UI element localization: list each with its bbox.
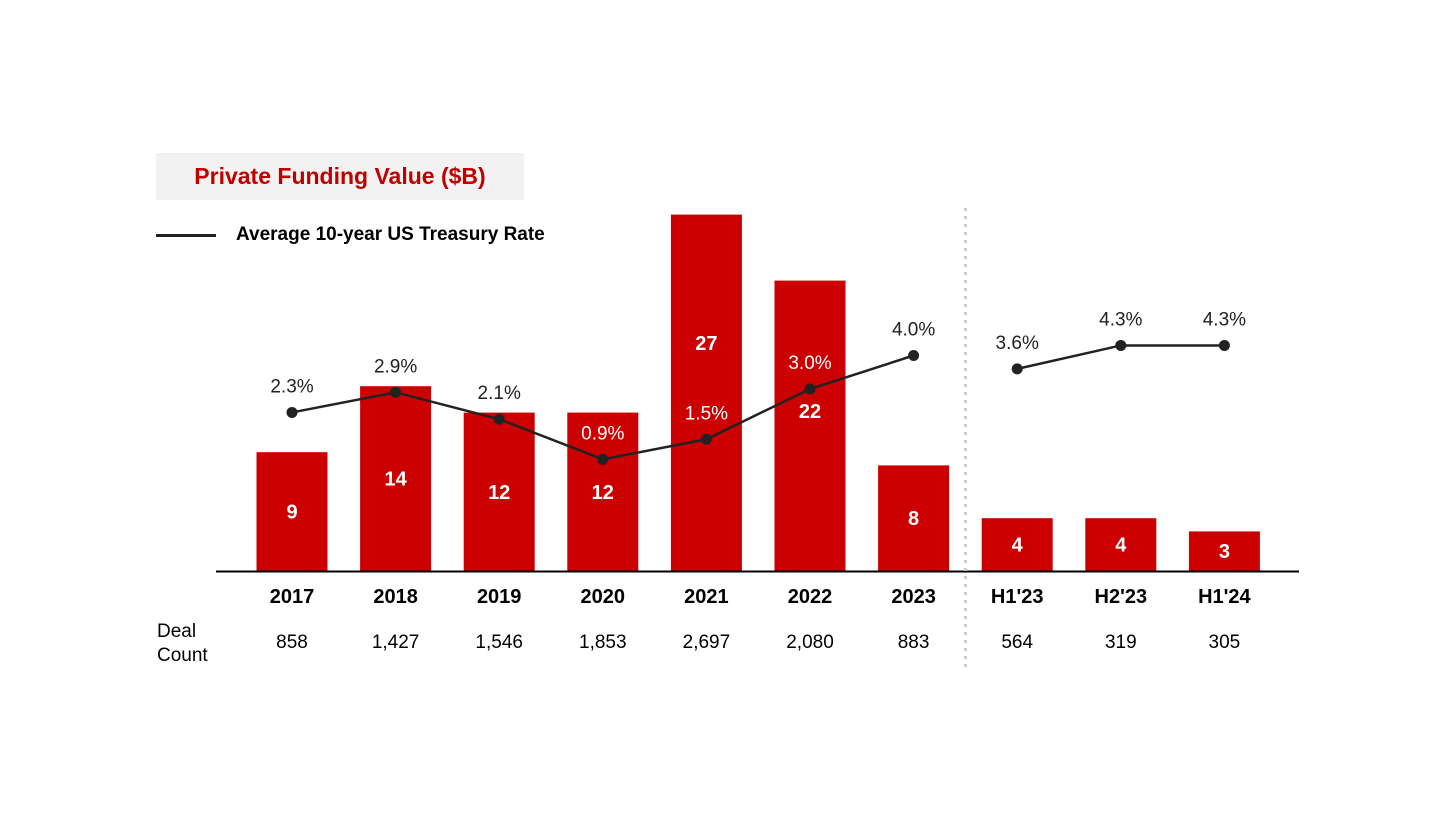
bar-2019 [463,412,535,571]
x-tick-label: 2020 [581,586,626,608]
bar-value-label: 14 [384,469,407,491]
deal-count-value: 2,697 [683,632,731,653]
x-tick-label: H2'23 [1095,586,1148,608]
deal-count-value: 305 [1209,632,1241,653]
legend-line-swatch [156,233,216,237]
bar-2017 [256,452,328,571]
deal-count-label: Deal Count [157,620,208,668]
x-tick-label: 2021 [684,586,729,608]
deal-count-value: 883 [898,632,930,653]
rate-label: 0.9% [581,423,624,444]
rate-point [286,406,298,418]
deal-count-value: 1,853 [579,632,627,653]
bar-2020 [567,412,639,571]
rate-point [1115,339,1127,351]
chart-title: Private Funding Value ($B) [194,163,486,189]
rate-label: 4.3% [1099,309,1142,330]
x-tick-label: H1'23 [991,586,1044,608]
deal-count-label-line2: Count [157,645,208,666]
x-tick-label: 2018 [373,586,418,608]
deal-count-label-line1: Deal [157,621,197,642]
x-tick-label: 2017 [270,586,315,608]
x-tick-label: 2022 [788,586,833,608]
bar-H2'23 [1085,518,1157,571]
labels-group: 9 14 12 12 27 22 8 4 4 3 2.3% 2.9% 2.1% 0.9% 1.5% 3.0% 4… [270,309,1246,563]
rate-label: 4.3% [1203,309,1246,330]
rate-label: 2.9% [374,356,417,377]
x-tick-label: H1'24 [1198,586,1251,608]
bar-value-label: 4 [1012,535,1024,557]
rate-label: 3.0% [788,353,831,374]
rate-point [390,386,402,398]
rate-label: 4.0% [892,320,935,341]
chart-title-box: Private Funding Value ($B) [156,153,524,200]
rate-label: 1.5% [685,403,728,424]
bar-H1'23 [981,518,1053,571]
bar-2022 [774,280,846,571]
bar-value-label: 22 [799,401,821,423]
treasury-rate-line [286,339,1230,465]
rate-point [908,350,920,361]
rate-label: 3.6% [996,333,1039,354]
x-tick-label: 2023 [891,586,936,608]
bar-value-label: 3 [1219,541,1230,563]
rate-point [700,433,712,445]
bar-value-label: 9 [286,502,297,524]
legend: Average 10-year US Treasury Rate [156,224,545,246]
rate-point [1218,339,1230,351]
x-axis: 2017 858 2018 1,427 2019 1,546 2020 1,853 2021 2,… [216,570,1299,653]
rate-label: 2.3% [270,376,313,397]
deal-count-value: 858 [276,632,308,653]
bar-2018 [360,386,432,571]
x-tick-label: 2019 [477,586,522,608]
bar-value-label: 12 [592,482,614,504]
deal-count-value: 564 [1001,632,1033,653]
bar-2021 [670,214,742,571]
bar-value-label: 27 [695,333,717,355]
deal-count-value: 319 [1105,632,1137,653]
rate-point [1011,363,1023,375]
rate-point [597,453,609,465]
bar-value-label: 8 [908,508,919,530]
deal-count-value: 2,080 [786,632,834,653]
bar-value-label: 12 [488,482,510,504]
bar-value-label: 4 [1115,535,1127,557]
deal-count-value: 1,427 [372,632,420,653]
bars-group [256,214,1260,571]
rate-point [804,383,816,395]
rate-point [493,413,505,425]
bar-2023 [878,465,950,571]
deal-count-value: 1,546 [475,632,523,653]
bar-H1'24 [1188,531,1260,571]
legend-label: Average 10-year US Treasury Rate [236,224,545,245]
rate-label: 2.1% [478,383,521,404]
